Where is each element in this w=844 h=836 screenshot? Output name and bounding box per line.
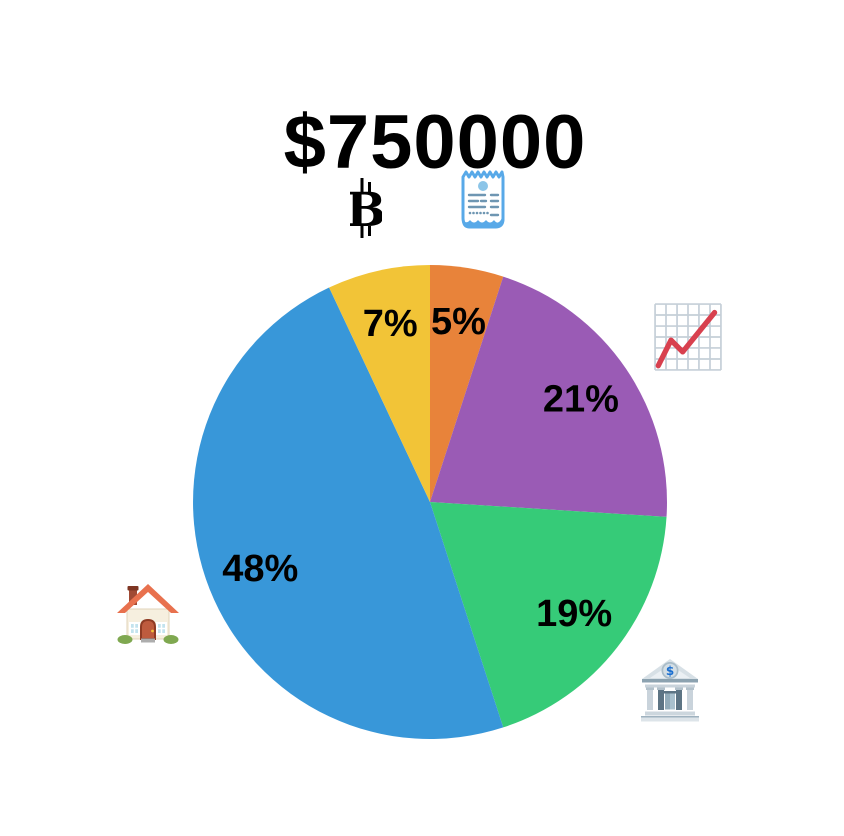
bitcoin-top-bar-left xyxy=(360,178,364,192)
pie-slice-label: 21% xyxy=(543,378,619,420)
chart-trend-line xyxy=(655,309,718,369)
bank-icon: $ xyxy=(641,659,699,722)
pie-slice-7% xyxy=(329,265,430,502)
house-door xyxy=(140,618,156,640)
receipt-dotted-line xyxy=(468,211,489,215)
bank-columns xyxy=(646,687,694,710)
receipt-icon xyxy=(461,170,505,229)
house-window-left xyxy=(129,622,140,635)
bank-step-upper xyxy=(645,711,695,716)
pie-slice-5% xyxy=(430,265,504,502)
pie-slice-21% xyxy=(430,276,667,517)
bank-step-lower xyxy=(641,717,699,722)
bank-door-lintel xyxy=(664,691,676,694)
pie-slice-label: 7% xyxy=(363,303,418,345)
house-bush-left xyxy=(117,635,133,644)
house-chimney xyxy=(129,589,137,605)
chart-increasing-icon xyxy=(654,303,722,371)
bank-door-shade xyxy=(665,693,670,710)
bitcoin-icon: B xyxy=(350,178,382,238)
house-bush-right xyxy=(163,635,179,644)
bitcoin-bottom-bar-right xyxy=(368,226,371,236)
house-roof xyxy=(117,584,179,613)
pie-slice-label: 19% xyxy=(536,593,612,635)
house-step xyxy=(141,638,155,643)
pie-slice-label: 5% xyxy=(431,301,486,343)
pie-slice-label: 48% xyxy=(222,548,298,590)
receipt-lines xyxy=(467,193,500,217)
bitcoin-bottom-bar-left xyxy=(360,226,364,238)
pie-slice-19% xyxy=(430,502,667,728)
house-chimney-cap xyxy=(127,586,139,591)
pie-chart: 5% 21% 19% 48% 7% xyxy=(193,265,667,739)
receipt-body xyxy=(461,170,505,228)
bank-emblem-face xyxy=(663,663,677,678)
bank-architrave xyxy=(645,684,695,688)
receipt-curl xyxy=(462,216,505,229)
pie-slice-48% xyxy=(193,287,504,739)
bitcoin-top-bar-right xyxy=(368,182,371,193)
bank-step-line xyxy=(641,716,699,718)
house-icon xyxy=(117,584,179,644)
bank-cornice xyxy=(642,679,698,683)
house-doorknob xyxy=(151,629,154,633)
receipt-dot xyxy=(478,181,488,191)
house-window-right xyxy=(156,622,167,635)
chart-title: $750000 xyxy=(283,99,587,185)
bitcoin-letter: B xyxy=(350,183,382,238)
bank-dollar-sign: $ xyxy=(666,664,674,678)
